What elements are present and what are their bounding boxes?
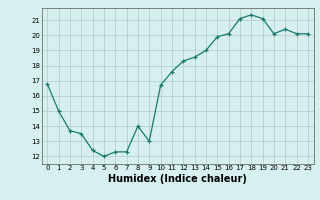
X-axis label: Humidex (Indice chaleur): Humidex (Indice chaleur) [108,174,247,184]
